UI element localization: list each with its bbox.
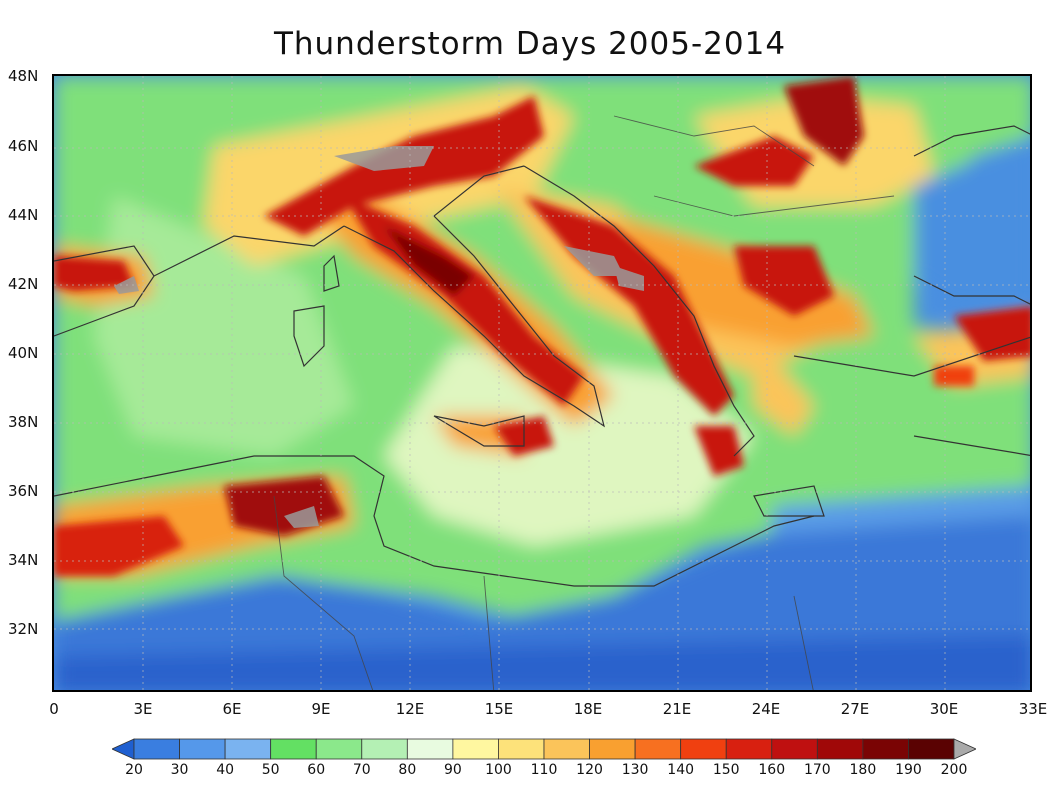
colorbar-tick-label: 40 <box>216 762 235 778</box>
lat-tick-label: 46N <box>8 137 39 155</box>
lat-tick-label: 34N <box>8 551 39 569</box>
lat-tick-label: 44N <box>8 206 39 224</box>
colorbar-cell <box>133 738 180 760</box>
lon-tick-label: 33E <box>1018 700 1048 718</box>
map-title: Thunderstorm Days 2005-2014 <box>273 26 787 62</box>
borders <box>273 115 895 690</box>
colorbar-cell <box>498 738 545 760</box>
lat-tick-label: 40N <box>8 344 39 362</box>
colorbar-high-arrow <box>953 738 976 760</box>
colorbar-cell <box>816 738 864 760</box>
lon-tick-label: 30E <box>929 700 959 718</box>
colorbar-tick-label: 200 <box>940 762 968 778</box>
colorbar-tick-label: 180 <box>849 762 877 778</box>
lon-tick-label: 12E <box>395 700 425 718</box>
lat-tick-label: 32N <box>8 620 39 638</box>
colorbar-cell <box>179 738 226 760</box>
colorbar <box>112 738 976 760</box>
colorbar-tick-label: 190 <box>895 762 922 778</box>
lon-tick-label: 9E <box>311 700 331 718</box>
lat-tick-label: 42N <box>8 275 39 293</box>
colorbar-tick-label: 90 <box>443 762 462 778</box>
colorbar-cell <box>771 738 818 760</box>
lon-tick-label: 27E <box>840 700 870 718</box>
colorbar-cell <box>361 738 408 760</box>
colorbar-tick-label: 150 <box>712 762 740 778</box>
graticule <box>54 76 1030 690</box>
colorbar-tick-label: 80 <box>398 762 417 778</box>
colorbar-cell <box>452 738 499 760</box>
colorbar-tick-label: 120 <box>576 762 603 778</box>
colorbar-cell <box>634 738 682 760</box>
colorbar-cell <box>725 738 773 760</box>
map-panel <box>52 74 1032 692</box>
colorbar-cell <box>862 738 909 760</box>
colorbar-tick-label: 70 <box>352 762 371 778</box>
lon-tick-label: 21E <box>662 700 692 718</box>
colorbar-cell <box>680 738 727 760</box>
lon-tick-label: 6E <box>222 700 242 718</box>
lon-tick-label: 15E <box>484 700 514 718</box>
lon-tick-label: 24E <box>751 700 781 718</box>
colorbar-tick-label: 170 <box>803 762 831 778</box>
colorbar-cell <box>406 738 454 760</box>
colorbar-cell <box>589 738 636 760</box>
coastlines <box>54 125 1030 587</box>
lon-tick-label: 3E <box>133 700 153 718</box>
colorbar-cell <box>908 738 955 760</box>
colorbar-tick-label: 30 <box>170 762 189 778</box>
lat-tick-label: 36N <box>8 482 39 500</box>
colorbar-tick-label: 50 <box>261 762 280 778</box>
colorbar-tick-label: 110 <box>530 762 558 778</box>
colorbar-cell <box>270 738 317 760</box>
colorbar-cell <box>543 738 590 760</box>
colorbar-tick-label: 60 <box>307 762 326 778</box>
lat-tick-label: 38N <box>8 413 39 431</box>
colorbar-tick-label: 100 <box>485 762 512 778</box>
lon-tick-label: 18E <box>573 700 603 718</box>
colorbar-cell <box>224 738 272 760</box>
lat-tick-label: 48N <box>8 67 39 85</box>
colorbar-tick-label: 20 <box>125 762 143 778</box>
colorbar-tick-label: 140 <box>667 762 695 778</box>
colorbar-tick-label: 130 <box>621 762 649 778</box>
lon-tick-label: 0 <box>49 700 59 718</box>
colorbar-low-arrow <box>112 738 135 760</box>
colorbar-tick-label: 160 <box>758 762 786 778</box>
thunderstorm-map <box>54 76 1030 690</box>
colorbar-cell <box>315 738 363 760</box>
